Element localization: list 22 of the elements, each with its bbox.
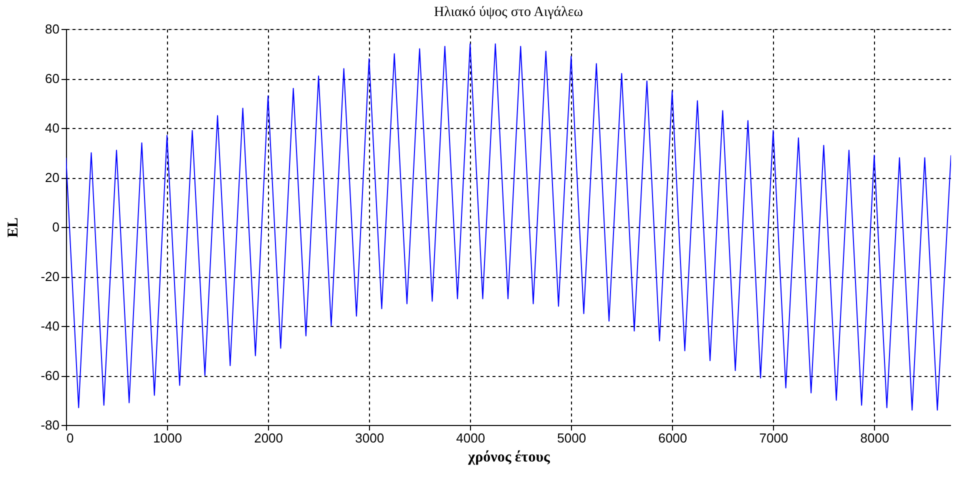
- x-tick-label: 8000: [860, 430, 890, 446]
- line-series: [66, 43, 951, 411]
- x-tick-label: 4000: [456, 430, 486, 446]
- y-tick-label: -60: [40, 368, 60, 383]
- x-tick-label: 3000: [355, 430, 384, 446]
- y-tick-label: -80: [40, 418, 60, 432]
- y-tick-label: -40: [40, 318, 60, 334]
- y-tick-label: -20: [40, 269, 60, 284]
- chart-title: Ηλιακό ύψος στο Αιγάλεω: [434, 5, 583, 20]
- x-tick-label: 2000: [254, 430, 284, 446]
- x-tick-label: 1000: [153, 430, 182, 446]
- y-tick-label: 20: [45, 170, 60, 185]
- y-tick-label: 40: [45, 120, 60, 136]
- x-tick-label: 0: [66, 430, 74, 446]
- x-tick-label: 6000: [658, 430, 688, 446]
- y-axis-title: EL: [6, 217, 22, 238]
- x-tick-label: 7000: [759, 430, 788, 446]
- y-tick-label: 0: [52, 220, 60, 234]
- y-tick-label: 60: [45, 71, 60, 86]
- y-tick-label: 80: [45, 22, 60, 36]
- x-tick-label: 5000: [557, 430, 586, 446]
- x-axis-title: χρόνος έτους: [467, 450, 550, 466]
